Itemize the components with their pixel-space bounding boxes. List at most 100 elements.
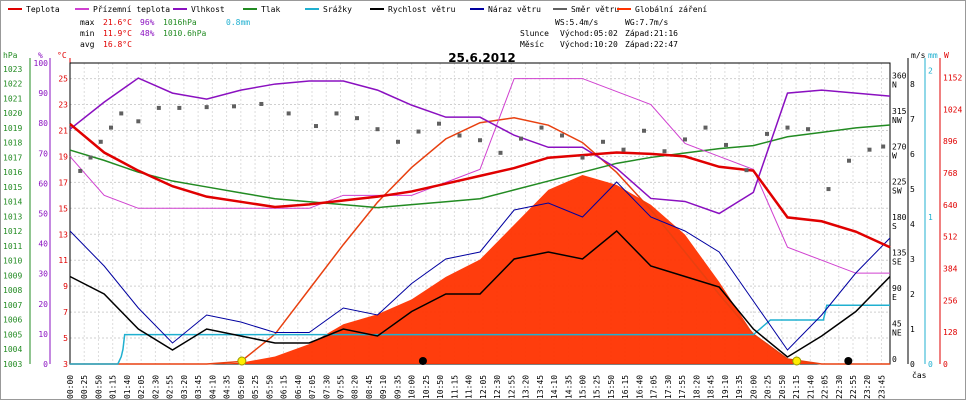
stat-precip: 0.8mm bbox=[226, 18, 250, 27]
tick-hpa: 1009 bbox=[3, 271, 22, 280]
legend-label: Tlak bbox=[261, 5, 280, 14]
axis-unit-pct: % bbox=[38, 51, 43, 60]
tick-wm2: 128 bbox=[943, 328, 958, 337]
tick-degc: 3 bbox=[63, 360, 68, 369]
tick-x: 05:00 bbox=[237, 375, 246, 399]
tick-x: 04:10 bbox=[208, 375, 217, 399]
tick-pct: 40 bbox=[38, 240, 48, 249]
wind-direction-point bbox=[375, 127, 380, 132]
legend: Teplota Přízemní teplota Vlhkost Tlak Srážky… bbox=[8, 5, 707, 14]
tick-hpa: 1016 bbox=[3, 168, 22, 177]
stat-max-press: 1016hPa bbox=[163, 18, 197, 27]
legend-label: Globální záření bbox=[635, 5, 707, 14]
plot-area bbox=[69, 77, 891, 366]
legend-label: Směr větru bbox=[571, 5, 619, 14]
wind-direction-point bbox=[847, 158, 851, 163]
tick-degc: 5 bbox=[63, 334, 68, 343]
tick-hpa: 1017 bbox=[3, 153, 22, 162]
tick-x: 01:40 bbox=[123, 375, 132, 399]
tick-x: 16:15 bbox=[621, 375, 630, 399]
tick-x: 14:10 bbox=[550, 375, 559, 399]
tick-wm2: 0 bbox=[943, 360, 948, 369]
tick-wm2: 1024 bbox=[943, 105, 962, 114]
tick-hpa: 1023 bbox=[3, 65, 22, 74]
wind-direction-point bbox=[765, 131, 769, 136]
tick-dir-deg: 270 bbox=[892, 142, 907, 151]
tick-pct: 20 bbox=[38, 300, 48, 309]
tick-x: 06:15 bbox=[280, 375, 289, 399]
tick-wm2: 1152 bbox=[943, 73, 962, 82]
wind-direction-point bbox=[88, 155, 93, 160]
tick-mm: 0 bbox=[928, 360, 933, 369]
tick-dir-name: E bbox=[892, 293, 897, 302]
tick-x: 16:40 bbox=[635, 375, 644, 399]
tick-pct: 60 bbox=[38, 179, 48, 188]
tick-degc: 21 bbox=[58, 126, 68, 135]
tick-pct: 70 bbox=[38, 149, 48, 158]
tick-wm2: 512 bbox=[943, 233, 958, 242]
tick-hpa: 1010 bbox=[3, 257, 22, 266]
tick-dir-name: N bbox=[892, 80, 897, 89]
tick-hpa: 1012 bbox=[3, 227, 22, 236]
tick-hpa: 1004 bbox=[3, 345, 22, 354]
tick-mm: 2 bbox=[928, 66, 933, 75]
tick-x: 00:00 bbox=[66, 375, 75, 399]
tick-x: 21:40 bbox=[806, 375, 815, 399]
tick-x: 22:05 bbox=[821, 375, 830, 399]
tick-dir-name: NW bbox=[892, 116, 902, 125]
wind-gust-avg: WG:7.7m/s bbox=[625, 18, 669, 27]
tick-pct: 30 bbox=[38, 270, 48, 279]
wind-direction-point bbox=[98, 139, 103, 144]
sun-label: Slunce bbox=[520, 29, 549, 38]
tick-x: 11:40 bbox=[465, 375, 474, 399]
ground-temp-line bbox=[69, 78, 890, 274]
tick-pct: 100 bbox=[34, 59, 49, 68]
tick-x: 05:50 bbox=[265, 375, 274, 399]
wind-direction-point bbox=[286, 111, 291, 116]
tick-pct: 80 bbox=[38, 119, 48, 128]
tick-x: 15:00 bbox=[579, 375, 588, 399]
tick-x: 03:45 bbox=[194, 375, 203, 399]
tick-dir-deg: 180 bbox=[892, 213, 907, 222]
tick-x: 20:25 bbox=[764, 375, 773, 399]
wind-direction-point bbox=[259, 101, 264, 106]
tick-hpa: 1011 bbox=[3, 242, 22, 251]
sunrise-time: Východ:05:02 bbox=[560, 29, 618, 38]
tick-x: 21:15 bbox=[792, 375, 801, 399]
tick-degc: 11 bbox=[58, 256, 68, 265]
wind-sun-info: WS:5.4m/s WG:7.7m/s Slunce Východ:05:02 … bbox=[520, 18, 678, 49]
wind-direction-point bbox=[355, 116, 359, 121]
wind-direction-point bbox=[867, 147, 872, 152]
stat-max-label: max bbox=[80, 18, 95, 27]
tick-ms: 6 bbox=[910, 150, 915, 159]
stat-max-hum: 96% bbox=[140, 18, 155, 27]
tick-hpa: 1022 bbox=[3, 80, 22, 89]
tick-degc: 13 bbox=[58, 230, 68, 239]
wind-direction-point bbox=[204, 105, 209, 110]
moon-marker-moonset bbox=[844, 357, 853, 365]
tick-hpa: 1015 bbox=[3, 183, 22, 192]
wind-direction-point bbox=[826, 187, 831, 192]
tick-hpa: 1005 bbox=[3, 330, 22, 339]
moonset-time: Západ:22:47 bbox=[625, 40, 678, 49]
tick-x: 19:35 bbox=[735, 375, 744, 399]
stat-avg-label: avg bbox=[80, 40, 95, 49]
wind-direction-point bbox=[642, 128, 646, 133]
tick-dir-deg: 90 bbox=[892, 284, 902, 293]
chart-title: 25.6.2012 bbox=[448, 51, 516, 65]
wind-gust-line bbox=[69, 181, 891, 351]
tick-dir-name: NE bbox=[892, 329, 902, 338]
tick-x: 07:55 bbox=[336, 375, 345, 399]
wind-direction-point bbox=[119, 111, 124, 116]
tick-hpa: 1020 bbox=[3, 109, 22, 118]
moon-marker-moonrise bbox=[418, 357, 427, 365]
wind-direction-point bbox=[437, 121, 441, 126]
stat-min-press: 1010.6hPa bbox=[163, 29, 207, 38]
precip-line bbox=[70, 304, 890, 365]
tick-x: 07:30 bbox=[322, 375, 331, 399]
wind-direction-point bbox=[683, 137, 687, 142]
wind-direction-point bbox=[601, 139, 605, 144]
axis-unit-ms: m/s bbox=[911, 51, 926, 60]
tick-wm2: 640 bbox=[943, 201, 958, 210]
